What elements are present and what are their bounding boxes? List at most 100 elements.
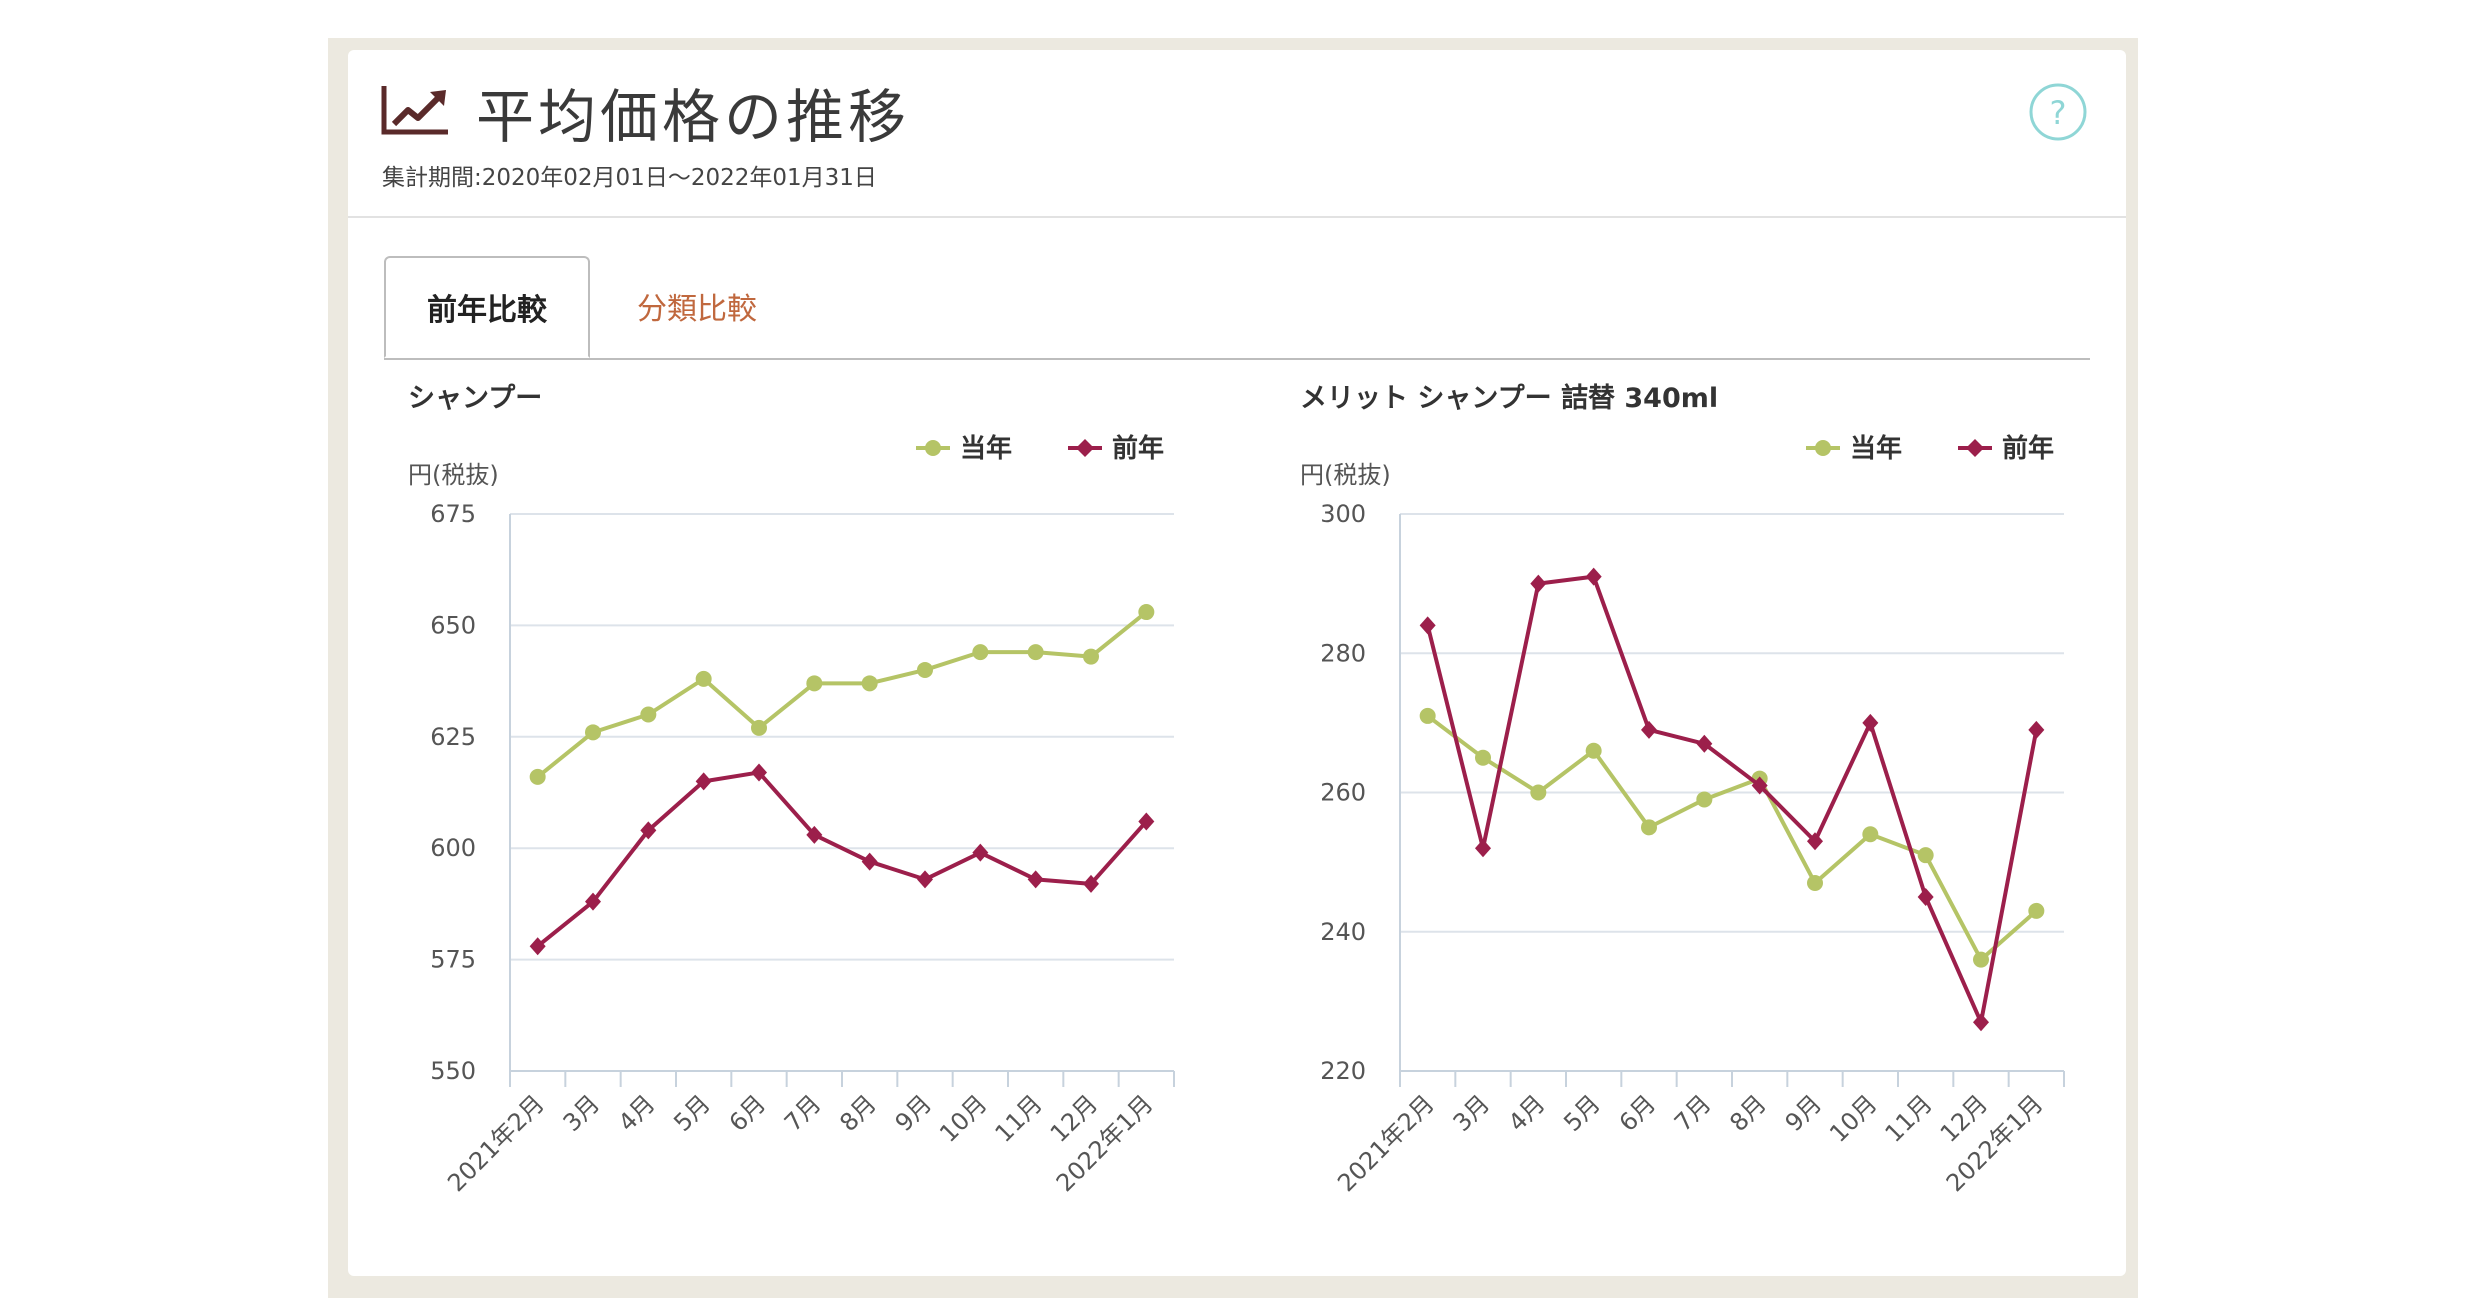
data-point	[1641, 720, 1657, 739]
data-point	[972, 644, 989, 661]
data-point	[1027, 644, 1044, 661]
data-point	[806, 825, 823, 844]
y-tick-label: 675	[430, 500, 476, 528]
legend-label-1: 前年	[2002, 433, 2054, 464]
data-point	[1917, 847, 1934, 864]
x-tick-label: 2021年2月	[1332, 1089, 1440, 1197]
data-point	[695, 772, 712, 791]
aggregation-period: 集計期間:2020年02月01日～2022年01月31日	[382, 165, 877, 191]
panel-header: 平均価格の推移 集計期間:2020年02月01日～2022年01月31日 ?	[348, 50, 2126, 218]
page-title: 平均価格の推移	[476, 83, 911, 151]
data-point	[695, 670, 712, 687]
x-tick-label: 10月	[1824, 1089, 1882, 1147]
chart-title: メリット シャンプー 詰替 340ml	[1300, 382, 1718, 414]
series-line-1	[536, 770, 1148, 948]
chart-1: メリット シャンプー 詰替 340ml 円(税抜) 当年 前年 220 240 260 280…	[1300, 382, 2065, 1197]
data-point	[2028, 720, 2045, 739]
data-point	[1862, 826, 1879, 843]
x-tick-label: 9月	[890, 1089, 938, 1137]
data-point	[1475, 839, 1491, 858]
x-tick-label: 9月	[1780, 1089, 1828, 1137]
legend-marker-0	[1815, 440, 1831, 456]
legend-label-0: 当年	[1850, 433, 1902, 464]
data-point	[1585, 567, 1602, 586]
x-tick-label: 6月	[724, 1089, 772, 1137]
data-point	[1419, 707, 1436, 724]
data-point	[1973, 1013, 1989, 1032]
series-line-0	[1426, 714, 2038, 962]
data-point	[1530, 784, 1547, 801]
y-tick-label: 280	[1320, 639, 1366, 667]
data-point	[1083, 648, 1099, 665]
panel-card: 平均価格の推移 集計期間:2020年02月01日～2022年01月31日 ? 前…	[348, 50, 2126, 1276]
help-icon: ?	[2050, 94, 2067, 132]
legend-label-1: 前年	[1112, 433, 1164, 464]
x-tick-label: 5月	[1558, 1089, 1606, 1137]
x-tick-label: 4月	[1503, 1089, 1551, 1137]
x-tick-label: 7月	[779, 1089, 827, 1137]
legend-label-0: 当年	[960, 433, 1012, 464]
y-axis-unit: 円(税抜)	[1300, 461, 1391, 489]
y-tick-label: 550	[430, 1057, 476, 1085]
x-tick-label: 4月	[613, 1089, 661, 1137]
help-button[interactable]: ?	[2028, 82, 2088, 142]
data-point	[1807, 875, 1823, 892]
y-tick-label: 600	[430, 834, 476, 862]
data-point	[1027, 870, 1044, 889]
y-tick-label: 625	[430, 723, 476, 751]
data-point	[640, 821, 657, 840]
tab-category[interactable]: 分類比較	[637, 292, 757, 327]
data-point	[806, 675, 823, 692]
data-point	[1530, 574, 1547, 593]
series-line-1	[1425, 574, 2039, 1025]
data-point	[1973, 951, 1989, 968]
data-point	[972, 843, 989, 862]
data-point	[1138, 604, 1155, 621]
data-point	[1696, 734, 1713, 753]
data-point	[1917, 887, 1934, 906]
data-point	[529, 768, 546, 785]
legend-marker-1	[1966, 439, 1984, 457]
legend-marker-0	[925, 440, 941, 456]
x-tick-label: 6月	[1614, 1089, 1662, 1137]
data-point	[585, 892, 601, 911]
data-point	[1807, 832, 1823, 851]
y-tick-label: 575	[430, 946, 476, 974]
y-tick-label: 260	[1320, 779, 1366, 807]
data-point	[1083, 874, 1099, 893]
data-point	[1475, 749, 1491, 766]
data-point	[640, 706, 657, 723]
x-tick-label: 2021年2月	[442, 1089, 550, 1197]
trend-chart-icon	[381, 86, 448, 135]
data-point	[2028, 902, 2045, 919]
x-tick-label: 3月	[558, 1089, 606, 1137]
x-tick-label: 11月	[1880, 1089, 1938, 1147]
y-tick-label: 650	[430, 611, 476, 639]
data-point	[1138, 812, 1155, 831]
tab-previous-year[interactable]: 前年比較	[384, 256, 590, 358]
data-point	[1419, 616, 1436, 635]
y-axis-unit: 円(税抜)	[408, 461, 499, 489]
x-tick-label: 7月	[1669, 1089, 1717, 1137]
series-line-0	[536, 610, 1148, 779]
y-tick-label: 300	[1320, 500, 1366, 528]
data-point	[1696, 791, 1713, 808]
data-point	[1585, 742, 1602, 759]
data-point	[1751, 776, 1768, 795]
data-point	[751, 763, 767, 782]
data-point	[917, 870, 933, 889]
x-tick-label: 3月	[1448, 1089, 1496, 1137]
data-point	[1641, 819, 1657, 836]
data-point	[1862, 713, 1879, 732]
data-point	[585, 724, 601, 741]
x-tick-label: 8月	[1724, 1089, 1772, 1137]
legend-marker-1	[1076, 439, 1094, 457]
data-point	[529, 937, 546, 956]
x-tick-label: 10月	[934, 1089, 992, 1147]
chart-title: シャンプー	[408, 383, 542, 414]
y-tick-label: 240	[1320, 918, 1366, 946]
data-point	[861, 852, 878, 871]
data-point	[917, 661, 933, 678]
